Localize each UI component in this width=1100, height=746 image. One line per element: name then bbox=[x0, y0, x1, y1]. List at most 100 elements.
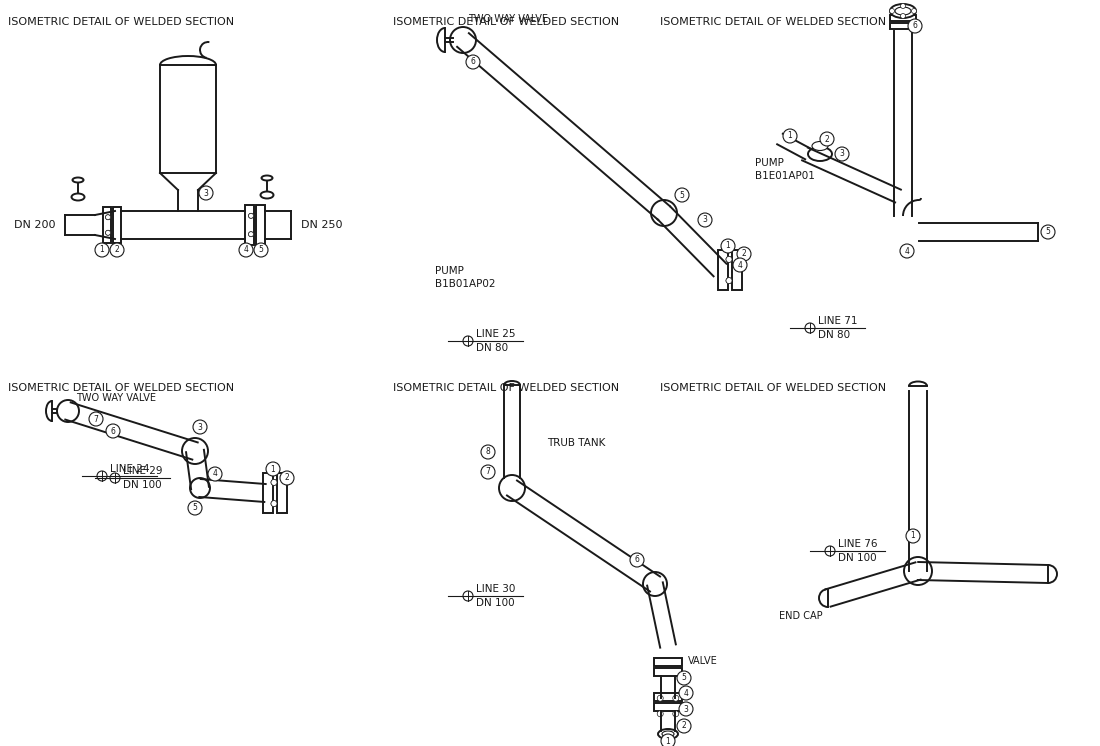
Circle shape bbox=[249, 232, 253, 236]
Bar bbox=[245, 205, 254, 245]
Text: ISOMETRIC DETAIL OF WELDED SECTION: ISOMETRIC DETAIL OF WELDED SECTION bbox=[8, 17, 234, 27]
Text: TWO WAY VALVE: TWO WAY VALVE bbox=[76, 393, 156, 403]
Circle shape bbox=[657, 711, 663, 717]
Circle shape bbox=[661, 734, 675, 746]
Circle shape bbox=[676, 719, 691, 733]
Circle shape bbox=[698, 213, 712, 227]
Ellipse shape bbox=[261, 192, 274, 198]
Text: 4: 4 bbox=[243, 245, 249, 254]
Circle shape bbox=[239, 243, 253, 257]
Text: LINE 76: LINE 76 bbox=[838, 539, 878, 549]
Circle shape bbox=[199, 186, 213, 200]
Text: 3: 3 bbox=[683, 704, 689, 713]
Circle shape bbox=[737, 247, 751, 261]
Circle shape bbox=[254, 243, 268, 257]
Circle shape bbox=[726, 257, 732, 263]
Text: ISOMETRIC DETAIL OF WELDED SECTION: ISOMETRIC DETAIL OF WELDED SECTION bbox=[660, 383, 887, 393]
Text: TRUB TANK: TRUB TANK bbox=[547, 438, 605, 448]
Circle shape bbox=[89, 412, 103, 426]
Circle shape bbox=[110, 243, 124, 257]
Circle shape bbox=[97, 471, 107, 481]
Circle shape bbox=[481, 445, 495, 459]
Circle shape bbox=[106, 231, 110, 235]
Text: LINE 30: LINE 30 bbox=[476, 584, 516, 594]
Bar bbox=[654, 668, 682, 676]
Circle shape bbox=[249, 213, 253, 219]
Text: DN 100: DN 100 bbox=[838, 553, 877, 563]
Text: 2: 2 bbox=[741, 249, 747, 259]
Text: 8: 8 bbox=[485, 448, 491, 457]
Bar bbox=[718, 250, 728, 290]
Circle shape bbox=[95, 243, 109, 257]
Text: 3: 3 bbox=[198, 422, 202, 431]
Ellipse shape bbox=[262, 175, 273, 181]
Text: LINE 29: LINE 29 bbox=[123, 466, 163, 476]
Circle shape bbox=[904, 557, 932, 585]
Circle shape bbox=[644, 572, 667, 596]
Text: 3: 3 bbox=[204, 189, 208, 198]
Text: 1: 1 bbox=[666, 736, 670, 745]
Circle shape bbox=[106, 215, 110, 220]
Circle shape bbox=[651, 200, 676, 226]
Text: 5: 5 bbox=[192, 504, 197, 513]
Text: 1: 1 bbox=[911, 531, 915, 541]
Circle shape bbox=[720, 239, 735, 253]
Bar bbox=[113, 207, 121, 243]
Circle shape bbox=[726, 278, 732, 283]
Circle shape bbox=[657, 695, 663, 701]
Text: 2: 2 bbox=[682, 721, 686, 730]
Text: ISOMETRIC DETAIL OF WELDED SECTION: ISOMETRIC DETAIL OF WELDED SECTION bbox=[393, 17, 619, 27]
Circle shape bbox=[1041, 225, 1055, 239]
Text: LINE 24: LINE 24 bbox=[110, 464, 150, 474]
Circle shape bbox=[901, 4, 905, 8]
Text: 1: 1 bbox=[100, 245, 104, 254]
Circle shape bbox=[190, 478, 210, 498]
Text: 7: 7 bbox=[485, 468, 491, 477]
Circle shape bbox=[906, 529, 920, 543]
Text: DN 200: DN 200 bbox=[13, 220, 55, 230]
Circle shape bbox=[679, 686, 693, 700]
Ellipse shape bbox=[662, 731, 674, 737]
Text: ISOMETRIC DETAIL OF WELDED SECTION: ISOMETRIC DETAIL OF WELDED SECTION bbox=[8, 383, 234, 393]
Bar bbox=[103, 207, 111, 243]
Text: 5: 5 bbox=[682, 674, 686, 683]
Bar bbox=[890, 23, 916, 29]
Text: 4: 4 bbox=[683, 689, 689, 698]
Text: 1: 1 bbox=[788, 131, 792, 140]
Text: 1: 1 bbox=[271, 465, 275, 474]
Text: VALVE: VALVE bbox=[688, 656, 717, 666]
Circle shape bbox=[466, 55, 480, 69]
Bar bbox=[890, 15, 916, 21]
Circle shape bbox=[249, 213, 253, 219]
Text: 4: 4 bbox=[904, 246, 910, 255]
Text: 2: 2 bbox=[285, 474, 289, 483]
Text: 2: 2 bbox=[114, 245, 120, 254]
Ellipse shape bbox=[890, 4, 916, 18]
Text: PUMP
B1E01AP01: PUMP B1E01AP01 bbox=[755, 158, 815, 181]
Circle shape bbox=[499, 475, 525, 501]
Text: 6: 6 bbox=[111, 427, 116, 436]
Circle shape bbox=[249, 232, 253, 236]
Circle shape bbox=[450, 27, 476, 53]
Text: 5: 5 bbox=[680, 190, 684, 199]
Text: 5: 5 bbox=[258, 245, 263, 254]
Ellipse shape bbox=[658, 729, 678, 739]
Text: 3: 3 bbox=[703, 216, 707, 225]
Circle shape bbox=[783, 129, 798, 143]
Text: 6: 6 bbox=[913, 22, 917, 31]
Text: ISOMETRIC DETAIL OF WELDED SECTION: ISOMETRIC DETAIL OF WELDED SECTION bbox=[393, 383, 619, 393]
Circle shape bbox=[57, 400, 79, 422]
Ellipse shape bbox=[73, 178, 84, 183]
Text: DN 80: DN 80 bbox=[476, 343, 508, 353]
Circle shape bbox=[825, 546, 835, 556]
Circle shape bbox=[908, 19, 922, 33]
Text: 7: 7 bbox=[94, 415, 98, 424]
Circle shape bbox=[106, 424, 120, 438]
Text: 5: 5 bbox=[1046, 228, 1050, 236]
Bar bbox=[263, 473, 273, 513]
Circle shape bbox=[481, 465, 495, 479]
Circle shape bbox=[675, 188, 689, 202]
Circle shape bbox=[901, 13, 905, 19]
Circle shape bbox=[912, 8, 916, 13]
Text: TWO WAY VALVE: TWO WAY VALVE bbox=[468, 14, 548, 24]
